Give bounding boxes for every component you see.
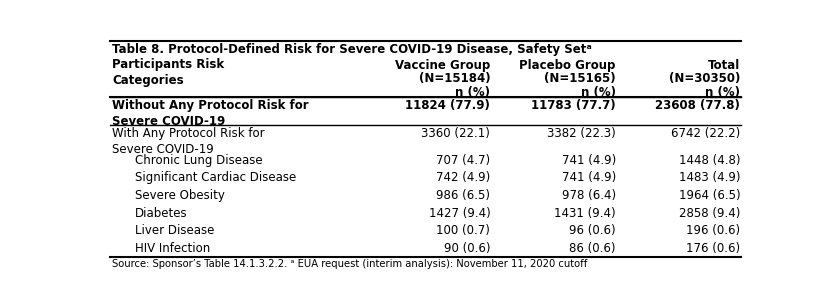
Text: Table 8. Protocol-Defined Risk for Severe COVID-19 Disease, Safety Setᵃ: Table 8. Protocol-Defined Risk for Sever… xyxy=(111,43,592,56)
Text: Source: Sponsor’s Table 14.1.3.2.2. ᵃ EUA request (interim analysis): November 1: Source: Sponsor’s Table 14.1.3.2.2. ᵃ EU… xyxy=(111,259,587,269)
Text: 3382 (22.3): 3382 (22.3) xyxy=(547,126,616,140)
Text: 741 (4.9): 741 (4.9) xyxy=(562,171,616,184)
Text: (N=30350): (N=30350) xyxy=(669,72,740,85)
Text: 100 (0.7): 100 (0.7) xyxy=(436,224,490,237)
Text: 11824 (77.9): 11824 (77.9) xyxy=(406,99,490,112)
Text: Placebo Group: Placebo Group xyxy=(519,59,616,72)
Text: 196 (0.6): 196 (0.6) xyxy=(686,224,740,237)
Text: 1483 (4.9): 1483 (4.9) xyxy=(679,171,740,184)
Text: 176 (0.6): 176 (0.6) xyxy=(686,242,740,255)
Text: 1431 (9.4): 1431 (9.4) xyxy=(554,207,616,220)
Text: n (%): n (%) xyxy=(455,86,490,99)
Text: HIV Infection: HIV Infection xyxy=(135,242,210,255)
Text: 741 (4.9): 741 (4.9) xyxy=(562,154,616,167)
Text: (N=15184): (N=15184) xyxy=(419,72,490,85)
Text: With Any Protocol Risk for
Severe COVID-19: With Any Protocol Risk for Severe COVID-… xyxy=(112,126,265,156)
Text: 96 (0.6): 96 (0.6) xyxy=(569,224,616,237)
Text: Total: Total xyxy=(708,59,740,72)
Text: n (%): n (%) xyxy=(706,86,740,99)
Text: Diabetes: Diabetes xyxy=(135,207,188,220)
Text: 23608 (77.8): 23608 (77.8) xyxy=(656,99,740,112)
Text: Without Any Protocol Risk for
Severe COVID-19: Without Any Protocol Risk for Severe COV… xyxy=(112,99,309,128)
Text: 707 (4.7): 707 (4.7) xyxy=(436,154,490,167)
Text: n (%): n (%) xyxy=(581,86,616,99)
Text: (N=15165): (N=15165) xyxy=(544,72,616,85)
Text: 90 (0.6): 90 (0.6) xyxy=(444,242,490,255)
Text: 986 (6.5): 986 (6.5) xyxy=(436,189,490,202)
Text: 3360 (22.1): 3360 (22.1) xyxy=(421,126,490,140)
Text: Significant Cardiac Disease: Significant Cardiac Disease xyxy=(135,171,296,184)
Text: 1427 (9.4): 1427 (9.4) xyxy=(429,207,490,220)
Text: Liver Disease: Liver Disease xyxy=(135,224,214,237)
Text: 2858 (9.4): 2858 (9.4) xyxy=(679,207,740,220)
Text: Participants Risk
Categories: Participants Risk Categories xyxy=(112,58,224,87)
Text: Severe Obesity: Severe Obesity xyxy=(135,189,224,202)
Text: 978 (6.4): 978 (6.4) xyxy=(562,189,616,202)
Text: 1964 (6.5): 1964 (6.5) xyxy=(679,189,740,202)
Text: Vaccine Group: Vaccine Group xyxy=(395,59,490,72)
Text: 742 (4.9): 742 (4.9) xyxy=(436,171,490,184)
Text: Chronic Lung Disease: Chronic Lung Disease xyxy=(135,154,263,167)
Text: 1448 (4.8): 1448 (4.8) xyxy=(679,154,740,167)
Text: 11783 (77.7): 11783 (77.7) xyxy=(531,99,616,112)
Text: 86 (0.6): 86 (0.6) xyxy=(569,242,616,255)
Text: 6742 (22.2): 6742 (22.2) xyxy=(671,126,740,140)
